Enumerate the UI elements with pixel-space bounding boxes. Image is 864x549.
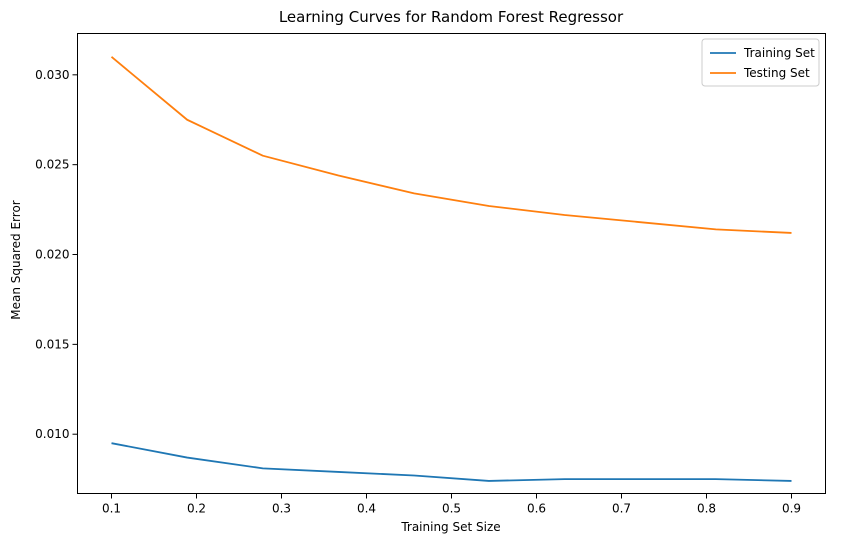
series-line-testing-set bbox=[112, 57, 792, 233]
y-tick-label: 0.015 bbox=[35, 337, 69, 351]
chart-title: Learning Curves for Random Forest Regres… bbox=[279, 8, 624, 26]
legend-label: Training Set bbox=[743, 46, 815, 60]
x-tick-label: 0.1 bbox=[102, 502, 121, 516]
y-axis-label: Mean Squared Error bbox=[9, 200, 23, 320]
x-tick-label: 0.7 bbox=[612, 502, 631, 516]
y-tick-label: 0.025 bbox=[35, 158, 69, 172]
legend-label: Testing Set bbox=[743, 66, 810, 80]
x-tick-label: 0.5 bbox=[442, 502, 461, 516]
x-tick-label: 0.6 bbox=[527, 502, 546, 516]
legend: Training Set Testing Set bbox=[702, 39, 819, 86]
y-tick-label: 0.010 bbox=[35, 427, 69, 441]
x-tick-label: 0.3 bbox=[272, 502, 291, 516]
series-line-training-set bbox=[112, 443, 792, 481]
x-axis-label: Training Set Size bbox=[400, 520, 500, 534]
x-tick-label: 0.4 bbox=[357, 502, 376, 516]
axis-ticks: 0.1 0.2 0.3 0.4 0.5 0.6 0.7 0.8 0.9 0.010 0.015 0.0… bbox=[35, 68, 801, 516]
x-tick-label: 0.8 bbox=[697, 502, 716, 516]
y-tick-label: 0.020 bbox=[35, 248, 69, 262]
series-lines bbox=[111, 57, 791, 481]
y-tick-label: 0.030 bbox=[35, 68, 69, 82]
x-tick-label: 0.9 bbox=[782, 502, 801, 516]
plot-frame bbox=[78, 34, 826, 494]
x-tick-label: 0.2 bbox=[187, 502, 206, 516]
